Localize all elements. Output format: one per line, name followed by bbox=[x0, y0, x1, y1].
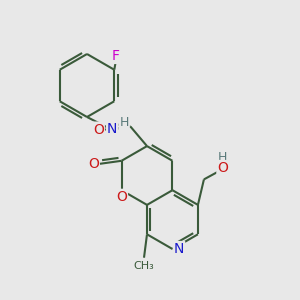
Text: O: O bbox=[218, 161, 228, 175]
Text: O: O bbox=[93, 123, 104, 136]
Text: N: N bbox=[174, 242, 184, 256]
Text: O: O bbox=[116, 190, 127, 204]
Text: O: O bbox=[88, 157, 99, 171]
Text: H: H bbox=[119, 116, 129, 130]
Text: N: N bbox=[107, 122, 117, 136]
Text: F: F bbox=[112, 49, 120, 63]
Text: CH₃: CH₃ bbox=[134, 261, 154, 271]
Text: H: H bbox=[218, 151, 227, 164]
